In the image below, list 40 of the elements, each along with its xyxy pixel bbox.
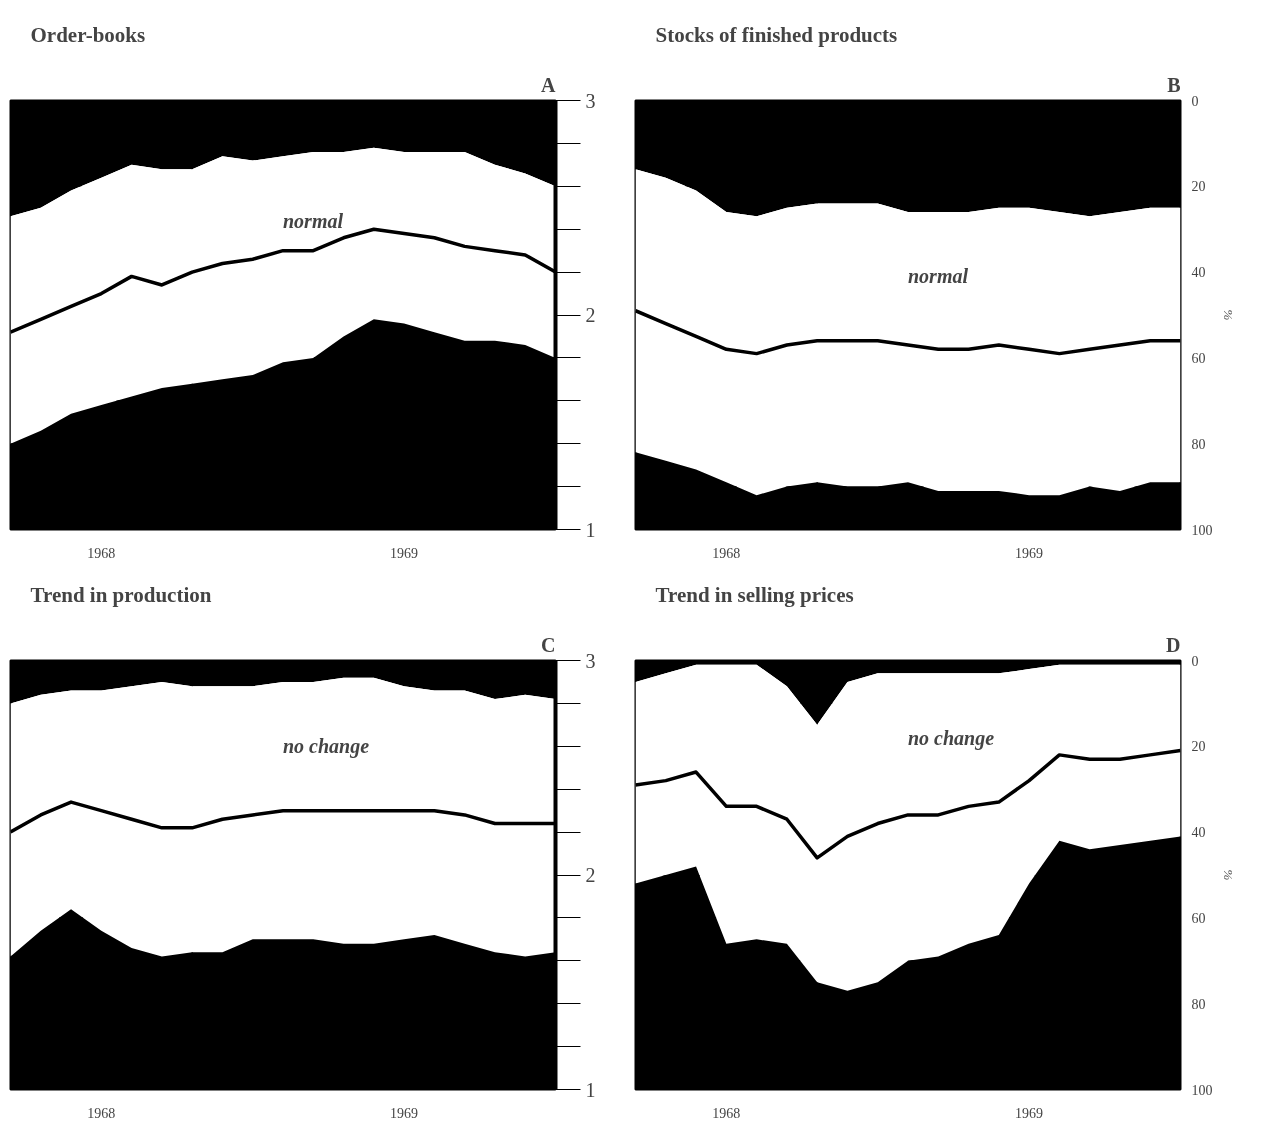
x-tick-label: 1969 (390, 1105, 419, 1121)
y-tick-label: 100 (1191, 522, 1213, 538)
x-tick-label: 1969 (1015, 545, 1044, 561)
text: A (541, 73, 557, 96)
chart-title: Stocks of finished products (655, 22, 898, 47)
y-tick-label: 100 (1191, 1082, 1213, 1098)
y-tick-label: 60 (1191, 350, 1206, 366)
y-tick-label: 0 (1191, 653, 1199, 669)
chart-title: Trend in production (30, 582, 212, 607)
text: 2 (585, 864, 596, 886)
text: D (1166, 633, 1181, 656)
y-axis-title: % (1220, 869, 1236, 881)
x-tick-label: 1969 (390, 545, 419, 561)
y-axis-title: % (1220, 309, 1236, 321)
y-tick-label: 60 (1191, 910, 1206, 926)
x-tick-label: 1968 (712, 545, 741, 561)
text: 1 (585, 518, 596, 541)
y-tick-label: 40 (1191, 825, 1206, 841)
y-tick-label: 20 (1191, 179, 1206, 195)
x-tick-label: 1968 (87, 1105, 116, 1121)
annotation: no change (283, 735, 370, 759)
x-tick-label: 1969 (1015, 1105, 1044, 1121)
annotation: normal (908, 265, 969, 288)
text: 3 (585, 649, 596, 672)
chart-title: Order-books (30, 22, 146, 47)
y-tick-label: 0 (1191, 93, 1199, 109)
x-tick-label: 1968 (87, 545, 116, 561)
text: B (1167, 73, 1181, 96)
y-tick-label: 40 (1191, 265, 1206, 281)
annotation: no change (908, 726, 995, 750)
text: C (541, 633, 556, 656)
text: 1 (585, 1078, 596, 1101)
text: 2 (585, 304, 596, 326)
annotation: normal (283, 209, 344, 232)
text: 3 (585, 89, 596, 112)
y-tick-label: 80 (1191, 996, 1206, 1012)
y-tick-label: 20 (1191, 739, 1206, 755)
chart-title: Trend in selling prices (655, 582, 854, 607)
x-tick-label: 1968 (712, 1105, 741, 1121)
y-tick-label: 80 (1191, 436, 1206, 452)
